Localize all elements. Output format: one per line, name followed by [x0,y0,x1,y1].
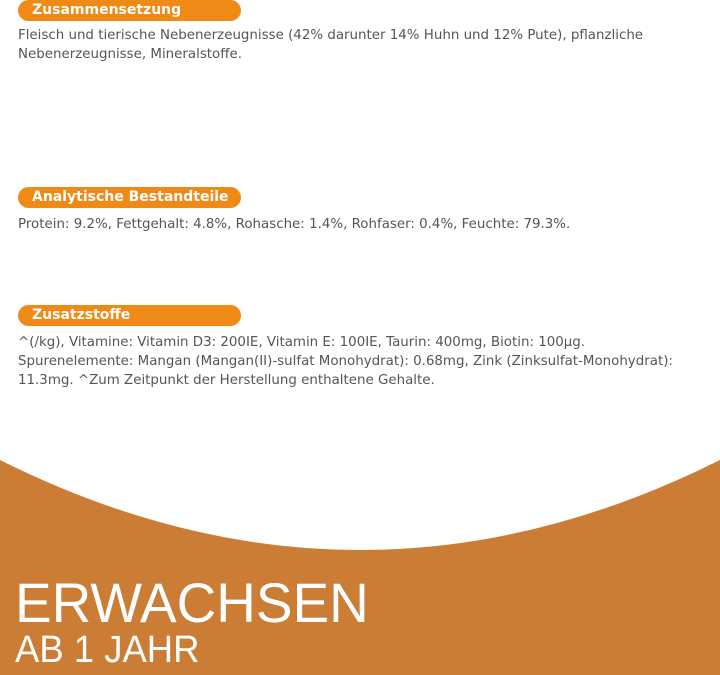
text-line: Fleisch und tierische Nebenerzeugnisse (… [18,28,644,43]
text-line: ^(/kg), Vitamine: Vitamin D3: 200IE, Vit… [18,335,586,350]
section-text-zusatzstoffe: ^(/kg), Vitamine: Vitamin D3: 200IE, Vit… [18,333,708,390]
section-title-zusammensetzung: Zusammensetzung [18,0,241,21]
banner-curve [0,460,720,675]
section-text-zusammensetzung: Fleisch und tierische Nebenerzeugnisse (… [18,26,708,64]
section-title-zusatzstoffe: Zusatzstoffe [18,305,241,326]
text-line: Nebenerzeugnisse, Mineralstoffe. [18,47,242,62]
section-text-analytische-bestandteile: Protein: 9.2%, Fettgehalt: 4.8%, Rohasch… [18,215,708,234]
section-title-analytische-bestandteile: Analytische Bestandteile [18,187,241,208]
text-line: 11.3mg. ^Zum Zeitpunkt der Herstellung e… [18,373,435,388]
text-line: Protein: 9.2%, Fettgehalt: 4.8%, Rohasch… [18,217,571,232]
text-line: Spurenelemente: Mangan (Mangan(II)-sulfa… [18,354,673,369]
banner-background [0,460,720,675]
banner-subline: AB 1 JAHR [15,629,200,671]
banner-headline: ERWACHSEN [15,571,369,634]
